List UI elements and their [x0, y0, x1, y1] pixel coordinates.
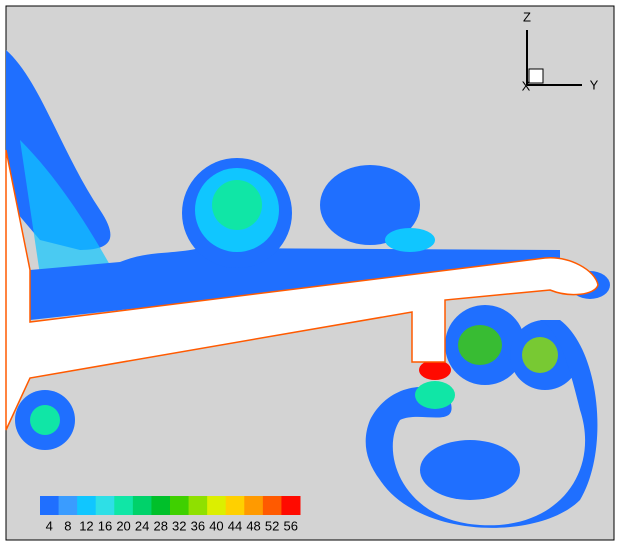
- colorbar-swatch: [207, 496, 227, 515]
- colorbar-swatch: [58, 496, 78, 515]
- colorbar-swatch: [225, 496, 245, 515]
- colorbar-tick-label: 8: [64, 518, 71, 533]
- colorbar-tick-label: 32: [172, 518, 186, 533]
- colorbar-swatch: [114, 496, 134, 515]
- colorbar-tick-label: 28: [153, 518, 167, 533]
- y-label: Y: [590, 77, 599, 92]
- colorbar-tick-label: 40: [209, 518, 223, 533]
- colorbar-swatch: [281, 496, 301, 515]
- wake: [365, 320, 598, 528]
- vortex-core: [419, 360, 451, 380]
- vortex: [212, 180, 262, 230]
- vortex: [415, 381, 455, 409]
- vortex: [458, 325, 502, 365]
- colorbar-tick-label: 20: [116, 518, 130, 533]
- colorbar-tick-label: 48: [246, 518, 260, 533]
- wing-body: [5, 149, 599, 431]
- colorbar-tick-label: 44: [228, 518, 242, 533]
- colorbar-swatch: [244, 496, 264, 515]
- colorbar-tick-label: 52: [265, 518, 279, 533]
- colorbar: 4 8 12 16 20 24 28 32 36 40 44 48 52 56: [40, 496, 301, 533]
- vortex: [30, 405, 60, 435]
- colorbar-tick-label: 24: [135, 518, 149, 533]
- colorbar-swatch: [132, 496, 152, 515]
- vortex: [522, 337, 558, 373]
- colorbar-tick-label: 12: [79, 518, 93, 533]
- x-label: X: [522, 78, 531, 93]
- shear-layer: [30, 248, 560, 320]
- flow-field: [6, 50, 610, 528]
- colorbar-tick-label: 4: [46, 518, 53, 533]
- vortex-region: [20, 140, 110, 275]
- wake: [420, 440, 520, 500]
- colorbar-swatch: [188, 496, 208, 515]
- z-label: Z: [523, 9, 531, 24]
- colorbar-swatch: [40, 496, 60, 515]
- colorbar-swatch: [170, 496, 190, 515]
- axis-triad: Z Y X: [522, 9, 599, 93]
- colorbar-swatch: [151, 496, 171, 515]
- colorbar-tick-label: 56: [283, 518, 297, 533]
- colorbar-tick-label: 36: [191, 518, 205, 533]
- vortex: [385, 228, 435, 252]
- colorbar-swatch: [77, 496, 97, 515]
- colorbar-swatch: [95, 496, 115, 515]
- vortex: [320, 165, 420, 245]
- colorbar-tick-label: 16: [98, 518, 112, 533]
- colorbar-swatch: [262, 496, 282, 515]
- x-axis-box: [528, 68, 544, 84]
